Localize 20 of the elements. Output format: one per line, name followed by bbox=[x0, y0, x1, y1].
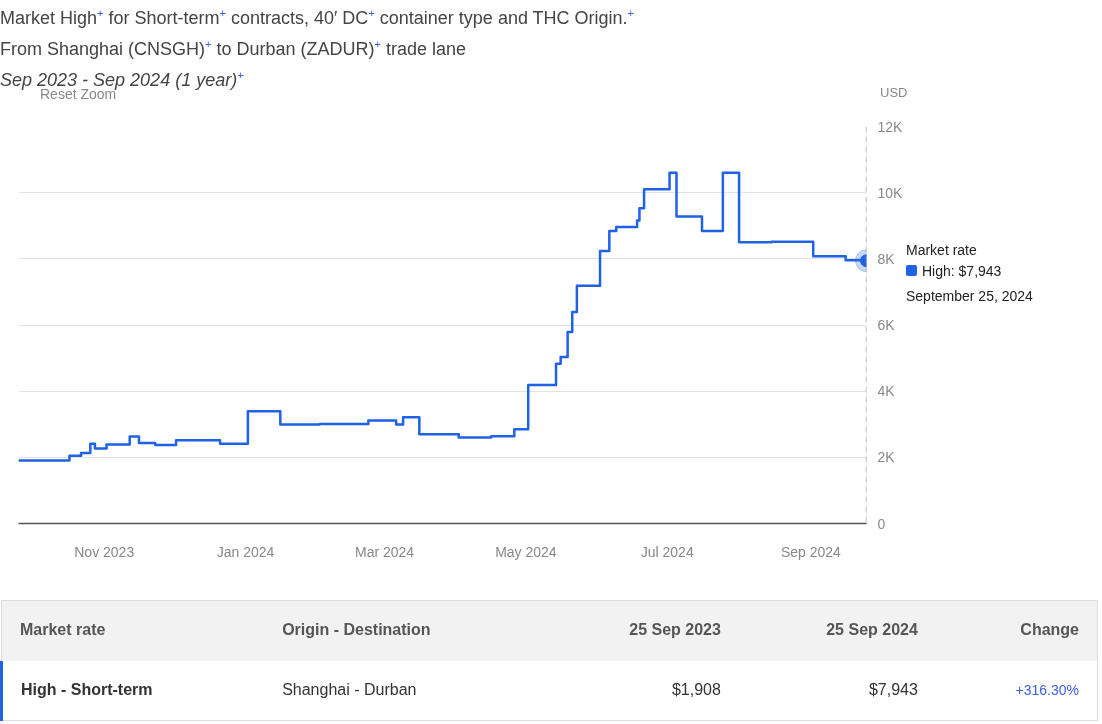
y-tick-label: 10K bbox=[877, 184, 904, 201]
y-tick-label: 8K bbox=[877, 250, 896, 267]
chart-title: Market High$^{+}$ for Short-term$^{+}$ contracts, 40′ DC$^{+}$ container type and THC Origin.$^{+}$ bbox=[0, 6, 635, 30]
x-tick-label: Jan 2024 bbox=[216, 543, 275, 560]
summary-table: Market rate Origin - Destination 25 Sep 2023 25 Sep 2024 Change High - Short-term Shanghai - Durban $1,908 $7,943 +316.30% bbox=[0, 600, 1098, 721]
y-tick-label: 0 bbox=[877, 515, 886, 532]
text: September 25, 2024 bbox=[906, 287, 1033, 306]
x-tick-label: May 2024 bbox=[495, 543, 557, 560]
y-tick-label: 4K bbox=[877, 383, 896, 400]
x-tick-label: Nov 2023 bbox=[74, 543, 135, 560]
x-tick-label: Mar 2024 bbox=[355, 543, 415, 560]
x-tick-label: Jul 2024 bbox=[640, 543, 694, 560]
y-tick-label: 12K bbox=[877, 118, 904, 135]
y-tick-label: 2K bbox=[877, 449, 896, 466]
y-axis-title: USD bbox=[880, 84, 908, 102]
y-tick-label: 6K bbox=[877, 317, 896, 333]
x-tick-label: Sep 2024 bbox=[780, 543, 842, 560]
text: High: $7,943 bbox=[921, 262, 1003, 281]
text: From Shanghai (CNSGH)$^{+}$ to Durban (ZADUR)$^{+}$ trade lane Sep 2023 - Sep 2024 (1 year)$^{+}$ bbox=[0, 38, 467, 90]
text: Market rate bbox=[906, 241, 978, 260]
